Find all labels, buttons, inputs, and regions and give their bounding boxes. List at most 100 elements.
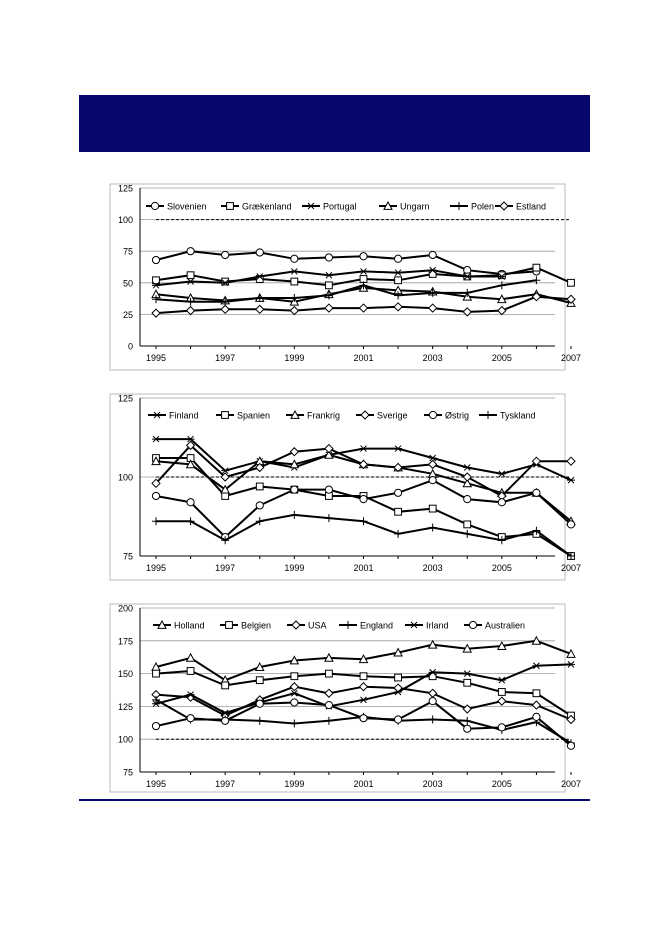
series-estland-marker [289,305,300,316]
x-tick-label: 2003 [423,353,443,363]
series-estland [151,291,576,318]
chart-higher-income-countries: 75 100 125 150 175 200 1995 1997 1999 2001 2003 200… [109,603,581,793]
series-tyskland-marker [290,510,299,519]
series-polen-marker [221,297,230,306]
series-australien-marker [428,697,437,706]
legend-label: Tyskland [500,411,536,421]
legend-label: Slovenien [167,202,207,212]
series-belgien-marker [325,669,333,678]
series-irland-marker [428,668,437,676]
series-oestrig-marker [428,476,437,485]
series-estland-marker [358,303,369,313]
legend-label: Grækenland [242,202,292,212]
legend-ungarn-marker [383,200,393,210]
series-usa-marker [324,688,334,698]
chart-frame [109,603,566,793]
series-tyskland-marker [428,523,437,532]
series-graekenland-marker [186,271,195,280]
series-irland [152,661,575,717]
y-tick-label: 200 [118,604,133,614]
y-tick-label: 75 [123,768,133,778]
series-tyskland-marker [152,517,160,526]
legend-spanien-marker [221,411,229,419]
series-holland-marker [254,661,265,671]
series-polen-marker [324,291,333,300]
legend-item-frankrig: Frankrig [286,409,340,421]
legend-estland-marker [499,201,509,211]
series-slovenien-marker [221,250,230,260]
series-graekenland-marker [394,276,402,285]
legend-label: England [360,621,393,631]
series-graekenland-marker [325,281,333,290]
series-finland [152,435,575,484]
legend-item-usa: USA [287,620,327,631]
legend-label: Polen [471,202,494,212]
series-polen-line [155,279,537,303]
series-slovenien-marker [393,254,403,263]
series-irland-marker [567,661,575,668]
series-slovenien-marker [255,248,264,257]
legend-slovenien-marker [150,201,160,211]
series-holland-marker [393,647,403,657]
series-estland-marker [566,294,576,304]
series-polen-marker [532,276,541,285]
legend-sverige-marker [360,410,370,420]
x-tick-label: 1999 [284,563,304,573]
series-estland-marker [462,307,472,317]
y-tick-label: 50 [123,278,133,288]
series-oestrig-marker [324,485,334,494]
legend-oestrig-marker [428,410,438,420]
series-usa-marker [497,696,507,706]
series-finland-marker [497,470,506,478]
series-portugal [152,266,506,289]
series-slovenien-marker [359,252,368,261]
series-oestrig-marker [290,485,299,494]
legend-label: Australien [485,621,525,631]
y-tick-label: 100 [118,735,133,745]
legend-label: Belgien [241,621,271,631]
series-estland-marker [151,308,161,318]
legend-item-polen: Polen [450,202,494,212]
series-holland-marker [289,655,300,665]
legend-item-england: England [339,621,393,631]
series-oestrig-marker [255,501,264,510]
x-tick-label: 2001 [353,779,373,789]
series-sverige-marker [393,462,403,473]
series-portugal-marker [497,273,506,280]
legend-item-tyskland: Tyskland [479,411,536,421]
series-finland-marker [394,445,403,452]
legend-label: Ungarn [400,202,430,212]
series-polen [152,276,541,306]
legend-graekenland-marker [226,202,234,210]
series-spanien-marker [463,520,472,529]
series-sverige-marker [185,440,196,451]
x-tick-label: 2003 [423,563,443,573]
series-graekenland-marker [532,263,541,272]
series-irland-marker [152,700,160,708]
x-tick-label: 1995 [146,779,166,789]
series-tyskland-marker [497,536,506,545]
legend-item-ungarn: Ungarn [379,200,430,212]
series-graekenland-marker [290,277,299,286]
series-sverige-marker [324,443,334,454]
y-tick-label: 75 [123,552,133,562]
series-australien-marker [151,721,161,731]
x-tick-label: 2005 [492,563,512,573]
series-belgien-marker [532,689,541,698]
series-estland-marker [255,304,265,315]
series-tyskland-marker [359,517,368,526]
series-portugal-marker [359,268,368,275]
series-holland-marker [185,652,196,662]
series-polen-marker [394,291,403,300]
series-sverige-marker [358,459,369,470]
series-england-marker [463,716,472,725]
legend-item-slovenien: Slovenien [146,202,207,212]
x-tick-label: 1999 [284,779,304,789]
series-holland-marker [358,654,369,664]
series-finland-marker [463,464,472,471]
series-irland-marker [463,670,472,677]
series-finland-marker [186,435,195,443]
legend-item-oestrig: Østrig [424,411,469,421]
series-frankrig-marker [185,459,196,469]
legend-polen-marker [455,202,463,210]
